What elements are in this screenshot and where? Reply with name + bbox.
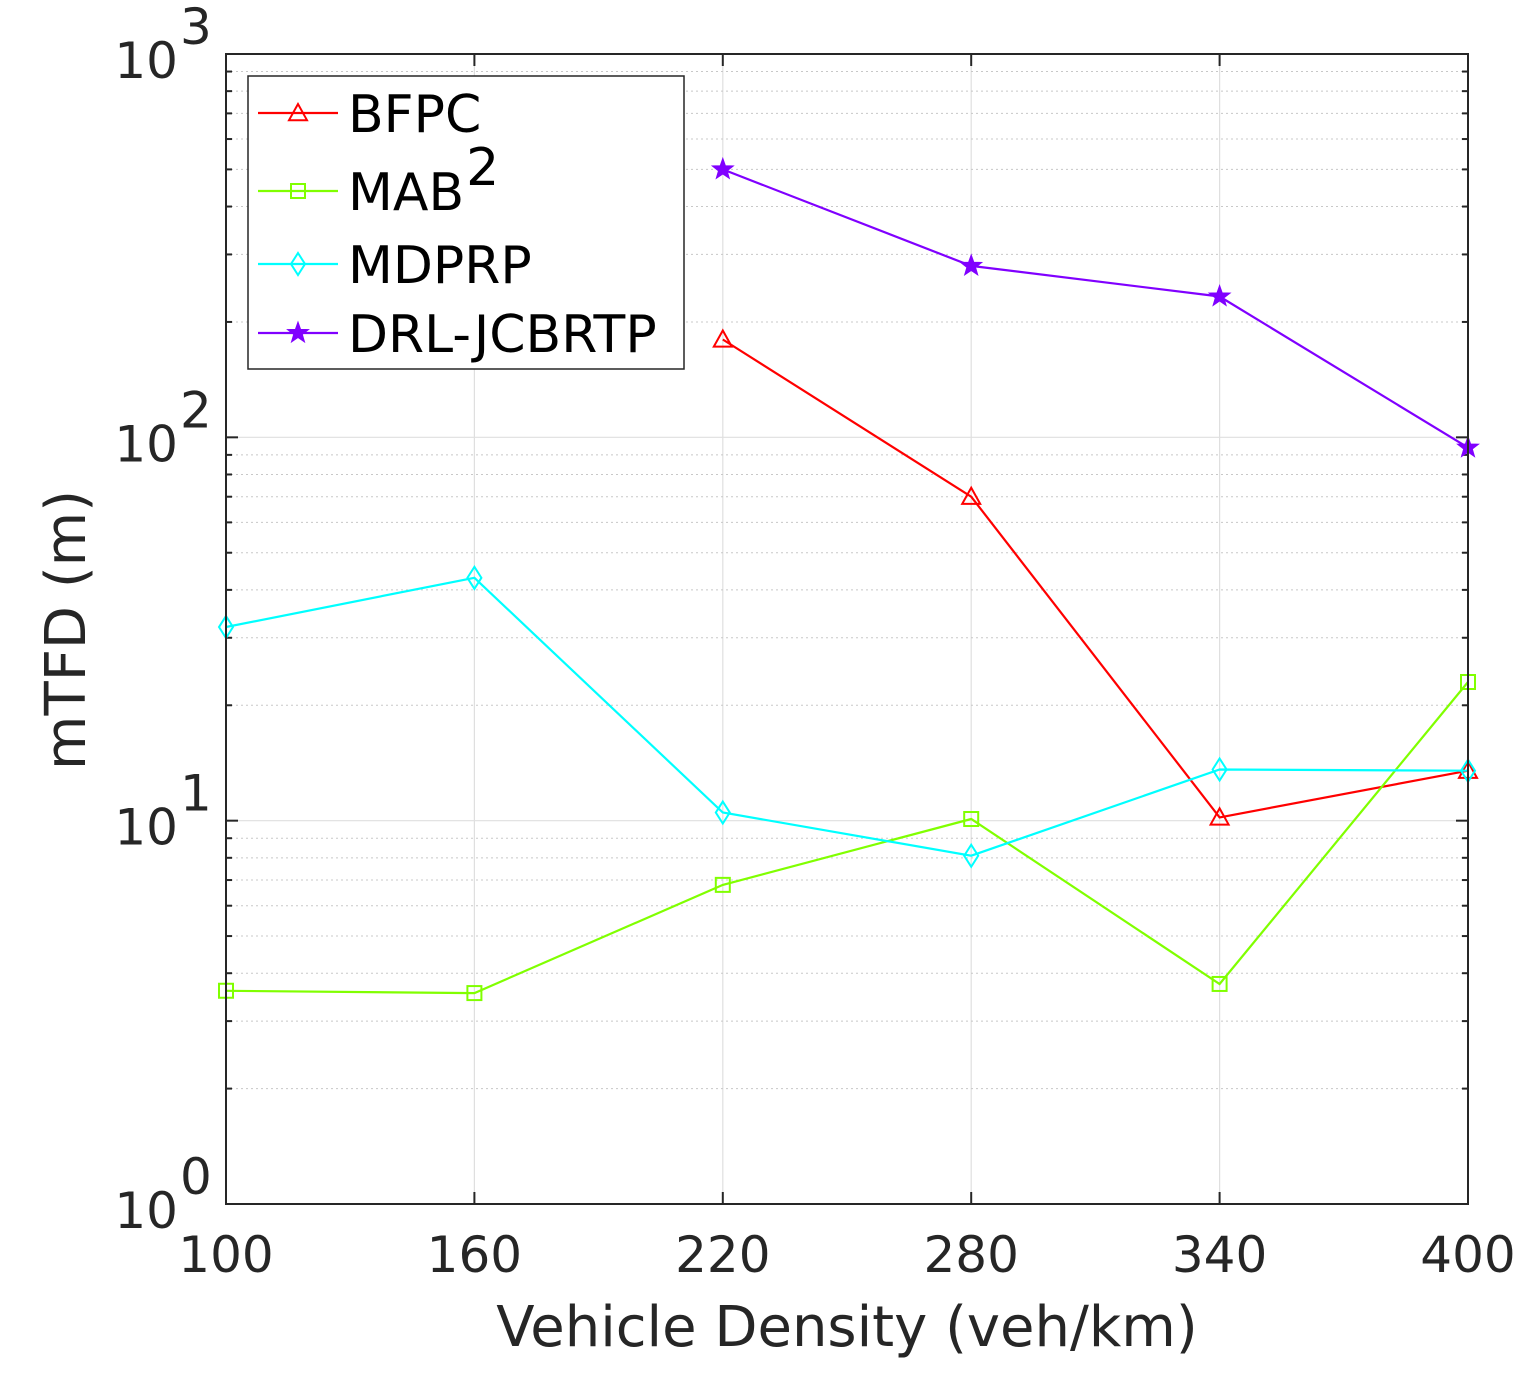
- legend-label: BFPC: [348, 85, 481, 145]
- legend: BFPC MAB 2 MDPRP DRL-JCBRTP: [247, 75, 685, 370]
- y-tick-exponent: 0: [180, 1148, 212, 1206]
- x-tick-label: 100: [178, 1226, 273, 1284]
- y-axis-title: mTFD (m): [34, 490, 99, 770]
- y-tick-exponent: 1: [180, 765, 212, 823]
- data-point: [959, 253, 984, 276]
- legend-label: MDPRP: [348, 236, 532, 296]
- data-point: [960, 485, 982, 505]
- legend-label-superscript: 2: [466, 138, 499, 198]
- legend-marker: [289, 251, 307, 277]
- data-point: [1208, 806, 1231, 826]
- y-tick-label: 10: [114, 32, 178, 90]
- series-line: [722, 338, 1469, 819]
- data-point: [1211, 975, 1228, 992]
- legend-label: DRL-JCBRTP: [348, 305, 657, 365]
- y-tick-label: 10: [114, 1182, 178, 1240]
- y-tick-label: 10: [114, 799, 178, 857]
- y-tick-exponent: 3: [180, 0, 212, 56]
- data-point: [714, 799, 731, 826]
- legend-marker: [287, 101, 309, 122]
- data-point: [710, 156, 735, 180]
- x-tick-label: 340: [1172, 1226, 1267, 1284]
- plot-frame: [225, 53, 1469, 1205]
- y-tick-label: 10: [114, 415, 178, 473]
- data-point: [466, 564, 483, 591]
- data-point: [466, 985, 483, 1002]
- data-point: [712, 328, 734, 348]
- legend-box: [247, 75, 685, 370]
- x-axis-title: Vehicle Density (veh/km): [496, 1295, 1197, 1360]
- x-tick-label: 220: [675, 1226, 770, 1284]
- x-tick-label: 160: [427, 1226, 522, 1284]
- x-tick-label: 400: [1420, 1226, 1515, 1284]
- series-line: [225, 681, 1469, 995]
- data-point: [963, 842, 980, 869]
- x-tick-label: 280: [923, 1226, 1018, 1284]
- x-tick-labels: 100 160 220 280 340 400: [178, 1226, 1515, 1284]
- data-point: [1207, 283, 1232, 307]
- data-point: [1211, 756, 1228, 783]
- y-tick-exponent: 2: [180, 381, 212, 439]
- legend-label: MAB: [348, 163, 464, 223]
- legend-marker: [286, 320, 310, 344]
- data-point: [963, 811, 980, 828]
- series-line: [722, 168, 1469, 449]
- data-point: [714, 876, 731, 893]
- series-layer: [217, 156, 1480, 1002]
- series-line: [225, 576, 1469, 857]
- legend-marker: [290, 183, 306, 199]
